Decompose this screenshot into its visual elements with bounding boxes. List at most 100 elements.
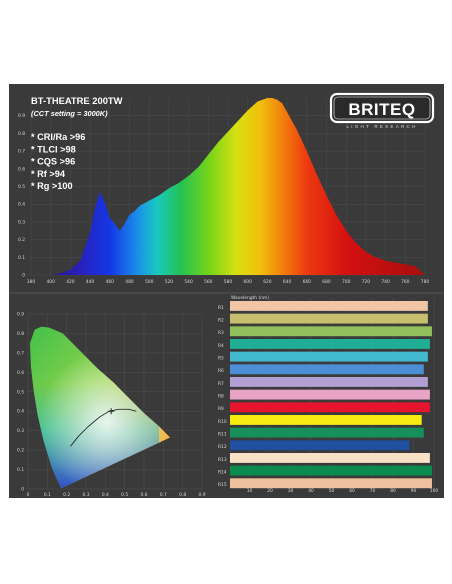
spectrum-x-tick: 580: [224, 279, 233, 285]
cie-y-tick: 0.6: [17, 370, 24, 376]
cie-x-tick: 0.6: [141, 492, 148, 498]
spectrum-x-tick: 420: [66, 279, 75, 285]
spectrum-x-tick: 680: [322, 279, 331, 285]
cri-category-label: R6: [218, 368, 224, 374]
cie-x-tick: 0.9: [199, 492, 206, 498]
cri-category-label: R11: [218, 432, 227, 438]
chromaticity-point: [108, 408, 115, 415]
cie-y-tick: 0.7: [17, 350, 24, 356]
cri-x-tick: 80: [390, 488, 396, 494]
spectrum-x-tick: 740: [381, 279, 390, 285]
spec-item: * CRI/Ra >96: [31, 132, 85, 142]
cri-category-label: R12: [218, 444, 227, 450]
spec-item: * Rf >94: [31, 169, 66, 179]
spec-list: * CRI/Ra >96 * TLCI >98 * CQS >96 * Rf >94 *…: [31, 132, 85, 191]
spectrum-x-tick: 540: [184, 279, 193, 285]
cie-y-tick: 0.4: [17, 409, 24, 415]
spectrum-x-tick: 380: [27, 279, 36, 285]
cie-x-tick: 0.5: [121, 492, 128, 498]
spectrum-x-tick: 520: [165, 279, 174, 285]
cri-category-label: R13: [218, 457, 227, 463]
spectrum-y-tick: 0.4: [18, 202, 25, 208]
spectrum-y-tick: 0.8: [18, 131, 25, 137]
cie-x-ticks: 0 0.1 0.2 0.3 0.4 0.5 0.6 0.7 0.8 0.9: [27, 492, 206, 498]
cri-category-label: R1: [218, 305, 224, 311]
cri-category-label: R14: [218, 470, 227, 476]
cri-bar: [230, 478, 432, 489]
cri-bar: [230, 427, 424, 438]
cri-category-label: R4: [218, 343, 224, 349]
cie-y-tick: 0.8: [17, 331, 24, 337]
cri-x-tick: 70: [370, 488, 376, 494]
spectrum-y-tick: 0.2: [18, 237, 25, 243]
cri-x-tick: 60: [349, 488, 355, 494]
cie-x-tick: 0.1: [44, 492, 51, 498]
logo-tagline: LIGHT RESEARCH: [346, 124, 417, 129]
cri-bar: [230, 326, 432, 337]
cri-bar: [230, 339, 430, 349]
spectrum-x-tick: 620: [263, 279, 272, 285]
cie-x-tick: 0.4: [102, 492, 109, 498]
cri-x-tick: 40: [308, 488, 314, 494]
logo-wordmark: BRITEQ: [348, 100, 415, 119]
cie-y-tick: 0.1: [17, 467, 24, 473]
cri-bar: [230, 402, 430, 413]
cie-y-tick: 0.3: [17, 428, 24, 434]
spec-item: * TLCI >98: [31, 144, 76, 154]
spectrum-y-tick: 0: [22, 273, 25, 279]
cri-category-label: R2: [218, 318, 224, 324]
chart-subtitle: (CCT setting = 3000K): [31, 109, 108, 118]
spectrum-y-tick: 0.3: [18, 219, 25, 225]
cie-y-tick: 0.9: [17, 312, 24, 318]
spectrum-x-tick: 640: [283, 279, 292, 285]
cie-x-tick: 0.8: [179, 492, 186, 498]
cri-x-tick: 20: [267, 488, 273, 494]
cie-y-tick: 0: [21, 487, 24, 493]
brand-logo: BRITEQ LIGHT RESEARCH: [329, 92, 435, 129]
cri-bar: [230, 465, 432, 476]
cie-x-tick: 0.3: [83, 492, 90, 498]
spectrum-x-ticks: 380 400 420 440 460 480 500 520 540 560 580 600 620 6…: [27, 279, 430, 285]
cri-axis-label: Wavelength (nm): [231, 295, 269, 301]
chart-title: BT-THEATRE 200TW: [31, 95, 123, 106]
spectrum-x-tick: 480: [125, 279, 134, 285]
cri-x-tick: 100: [430, 488, 439, 494]
cie-diagram: [29, 326, 171, 489]
cri-x-tick: 10: [247, 488, 253, 494]
cri-bar: [230, 415, 422, 425]
spectrum-area: [31, 98, 425, 275]
cri-category-label: R15: [218, 482, 227, 488]
cri-x-tick: 50: [329, 488, 335, 494]
cie-y-tick: 0.2: [17, 448, 24, 454]
cie-x-tick: 0.2: [63, 492, 70, 498]
cie-x-tick: 0.7: [160, 492, 167, 498]
spectrum-y-tick: 0.7: [18, 149, 25, 155]
spectrum-x-tick: 660: [303, 279, 312, 285]
spectrum-x-tick: 400: [47, 279, 56, 285]
spectrum-x-tick: 760: [401, 279, 410, 285]
chart-panel: 380 400 420 440 460 480 500 520 540 560 580 600 620 6…: [9, 84, 444, 498]
planckian-locus: [70, 408, 137, 447]
spectrum-y-tick: 0.6: [18, 166, 25, 172]
cie-x-tick: 0: [27, 492, 30, 498]
cri-bar: [230, 364, 424, 375]
cri-category-label: R7: [218, 381, 224, 387]
spectrum-x-tick: 600: [244, 279, 253, 285]
cri-category-label: R5: [218, 356, 224, 362]
cri-category-label: R9: [218, 406, 224, 412]
spectrum-y-tick: 0.1: [18, 255, 25, 261]
spectrum-x-tick: 460: [106, 279, 115, 285]
spectrum-x-tick: 720: [362, 279, 371, 285]
spec-item: * CQS >96: [31, 157, 75, 167]
cri-category-label: R3: [218, 330, 224, 336]
cri-bar: [230, 301, 428, 311]
spectrum-y-tick: 0.9: [18, 113, 25, 119]
spectrum-x-tick: 560: [204, 279, 213, 285]
spectrum-x-tick: 500: [145, 279, 154, 285]
cri-bar: [230, 351, 428, 362]
cri-bar: [230, 440, 410, 451]
spectrum-x-tick: 440: [86, 279, 95, 285]
cri-x-ticks: 10 20 30 40 50 60 70 80 90 100: [247, 488, 439, 494]
cri-bar: [230, 453, 430, 463]
cri-category-label: R8: [218, 394, 224, 400]
